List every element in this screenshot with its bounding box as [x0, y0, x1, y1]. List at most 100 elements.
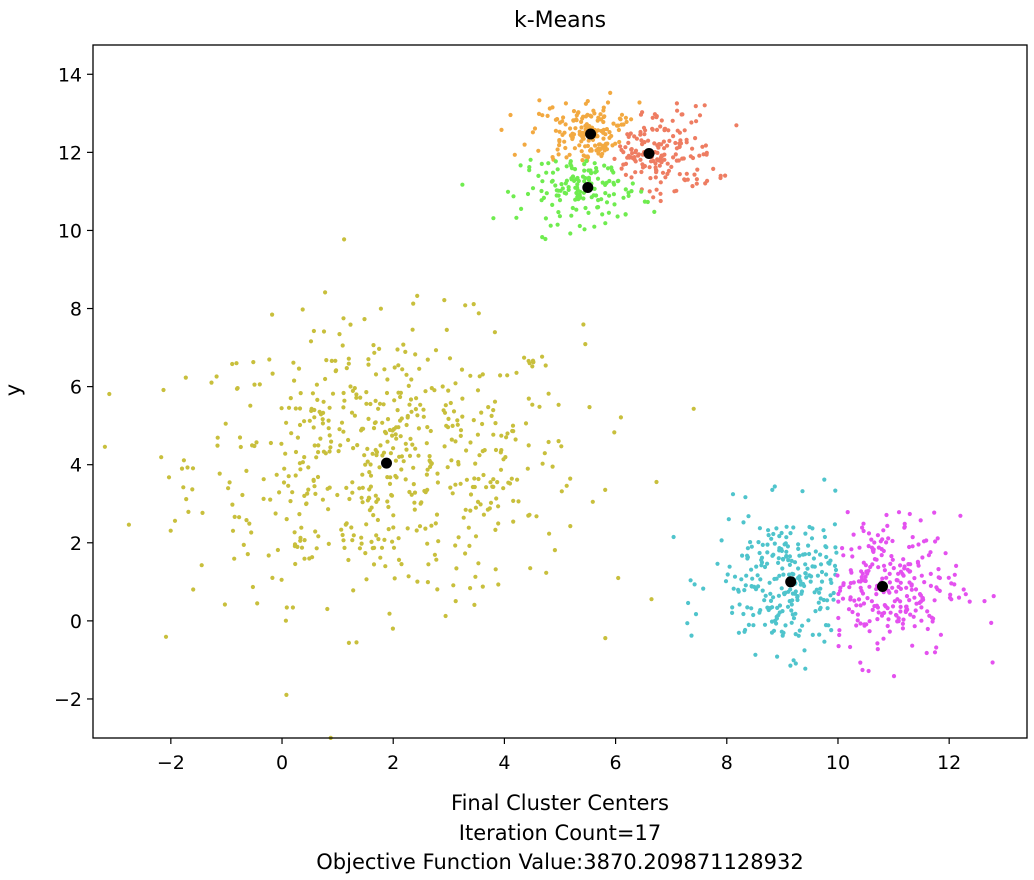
data-point-left-blob: [488, 500, 494, 505]
data-point-upper-bottom: [527, 165, 532, 170]
data-point-left-blob: [442, 298, 447, 303]
data-point-left-blob: [351, 446, 356, 451]
data-point-upper-right: [705, 178, 710, 183]
data-point-upper-right: [642, 132, 647, 137]
data-point-left-blob: [407, 402, 412, 407]
data-point-upper-top: [619, 112, 625, 117]
data-point-lower-right: [876, 565, 881, 570]
data-point-lower-left: [781, 572, 786, 577]
data-point-upper-top: [579, 139, 584, 144]
data-point-upper-right: [647, 189, 652, 194]
data-point-left-blob: [199, 563, 204, 568]
data-point-upper-right: [634, 136, 640, 141]
data-point-left-blob: [377, 346, 382, 351]
data-point-left-blob: [316, 450, 321, 455]
y-tick-label: 8: [70, 299, 82, 321]
data-point-lower-left: [759, 555, 765, 560]
data-point-left-blob: [295, 435, 300, 440]
data-point-left-blob: [324, 358, 329, 363]
data-point-lower-right: [890, 604, 896, 609]
data-point-left-blob: [374, 453, 379, 458]
data-point-left-blob: [427, 454, 432, 459]
data-point-lower-left: [793, 632, 798, 637]
data-point-lower-left: [745, 555, 751, 560]
data-point-lower-left: [768, 591, 773, 596]
data-point-left-blob: [373, 447, 378, 453]
data-point-lower-right: [875, 647, 880, 652]
data-point-left-blob: [249, 530, 254, 535]
data-point-lower-right: [887, 580, 893, 585]
data-point-left-blob: [364, 401, 369, 406]
data-point-lower-left: [751, 612, 756, 618]
data-point-lower-left: [768, 606, 773, 611]
data-point-lower-right: [882, 568, 888, 573]
data-point-lower-right: [908, 569, 913, 574]
data-point-lower-right: [898, 563, 903, 568]
data-point-upper-right: [692, 172, 697, 177]
data-point-lower-right: [888, 610, 893, 615]
data-point-left-blob: [455, 422, 460, 427]
data-point-left-blob: [507, 481, 513, 486]
data-point-lower-right: [924, 650, 929, 656]
data-point-left-blob: [312, 407, 317, 413]
data-point-left-blob: [378, 443, 383, 448]
data-point-left-blob: [505, 431, 510, 436]
x-tick-label: 8: [721, 752, 733, 774]
data-point-left-blob: [126, 522, 131, 527]
data-point-left-blob: [283, 618, 288, 623]
data-point-left-blob: [313, 491, 318, 496]
data-point-lower-left: [797, 553, 802, 558]
data-point-left-blob: [266, 553, 271, 558]
data-point-left-blob: [425, 425, 430, 430]
data-point-upper-right: [680, 156, 685, 161]
data-point-upper-top: [602, 114, 607, 119]
data-point-left-blob: [510, 428, 515, 434]
data-point-lower-left: [780, 633, 785, 638]
data-point-lower-left: [768, 598, 774, 604]
data-point-lower-right: [932, 650, 938, 655]
data-point-upper-bottom: [556, 210, 561, 215]
data-point-upper-bottom: [557, 198, 563, 203]
data-point-lower-right: [949, 581, 954, 586]
data-point-lower-left: [743, 495, 748, 500]
data-point-left-blob: [515, 477, 520, 482]
data-point-lower-right: [884, 575, 889, 580]
data-point-upper-bottom: [584, 159, 589, 164]
x-tick-label: 0: [276, 752, 288, 774]
data-point-left-blob: [383, 564, 388, 569]
data-point-left-blob: [443, 403, 448, 408]
data-point-left-blob: [275, 547, 280, 553]
data-point-lower-right: [919, 605, 924, 610]
data-point-lower-left: [785, 544, 791, 549]
data-point-left-blob: [317, 409, 322, 414]
data-point-left-blob: [222, 602, 227, 607]
data-point-lower-left: [774, 576, 779, 581]
data-point-upper-right: [658, 198, 663, 204]
data-point-lower-right: [858, 603, 863, 608]
data-point-left-blob: [691, 406, 696, 411]
data-point-left-blob: [168, 528, 173, 533]
data-point-lower-left: [745, 546, 751, 551]
data-point-lower-right: [840, 596, 846, 601]
data-point-left-blob: [459, 367, 465, 372]
data-point-upper-top: [598, 146, 603, 151]
data-point-upper-right: [689, 120, 694, 125]
data-point-upper-top: [567, 152, 572, 157]
data-point-lower-left: [806, 543, 811, 548]
data-point-left-blob: [472, 476, 477, 481]
data-point-left-blob: [312, 415, 317, 420]
data-point-upper-right: [718, 175, 723, 181]
data-point-lower-right: [891, 566, 896, 571]
data-point-lower-right: [859, 575, 864, 580]
data-point-upper-bottom: [596, 198, 601, 203]
data-point-left-blob: [297, 422, 303, 428]
data-point-upper-bottom: [639, 189, 644, 194]
data-point-left-blob: [311, 425, 316, 430]
data-point-left-blob: [185, 465, 190, 470]
data-point-left-blob: [368, 462, 373, 467]
data-point-upper-bottom: [623, 187, 628, 192]
data-point-left-blob: [325, 606, 330, 612]
data-point-left-blob: [286, 474, 291, 479]
data-point-left-blob: [209, 380, 214, 385]
data-point-upper-bottom: [539, 161, 544, 166]
